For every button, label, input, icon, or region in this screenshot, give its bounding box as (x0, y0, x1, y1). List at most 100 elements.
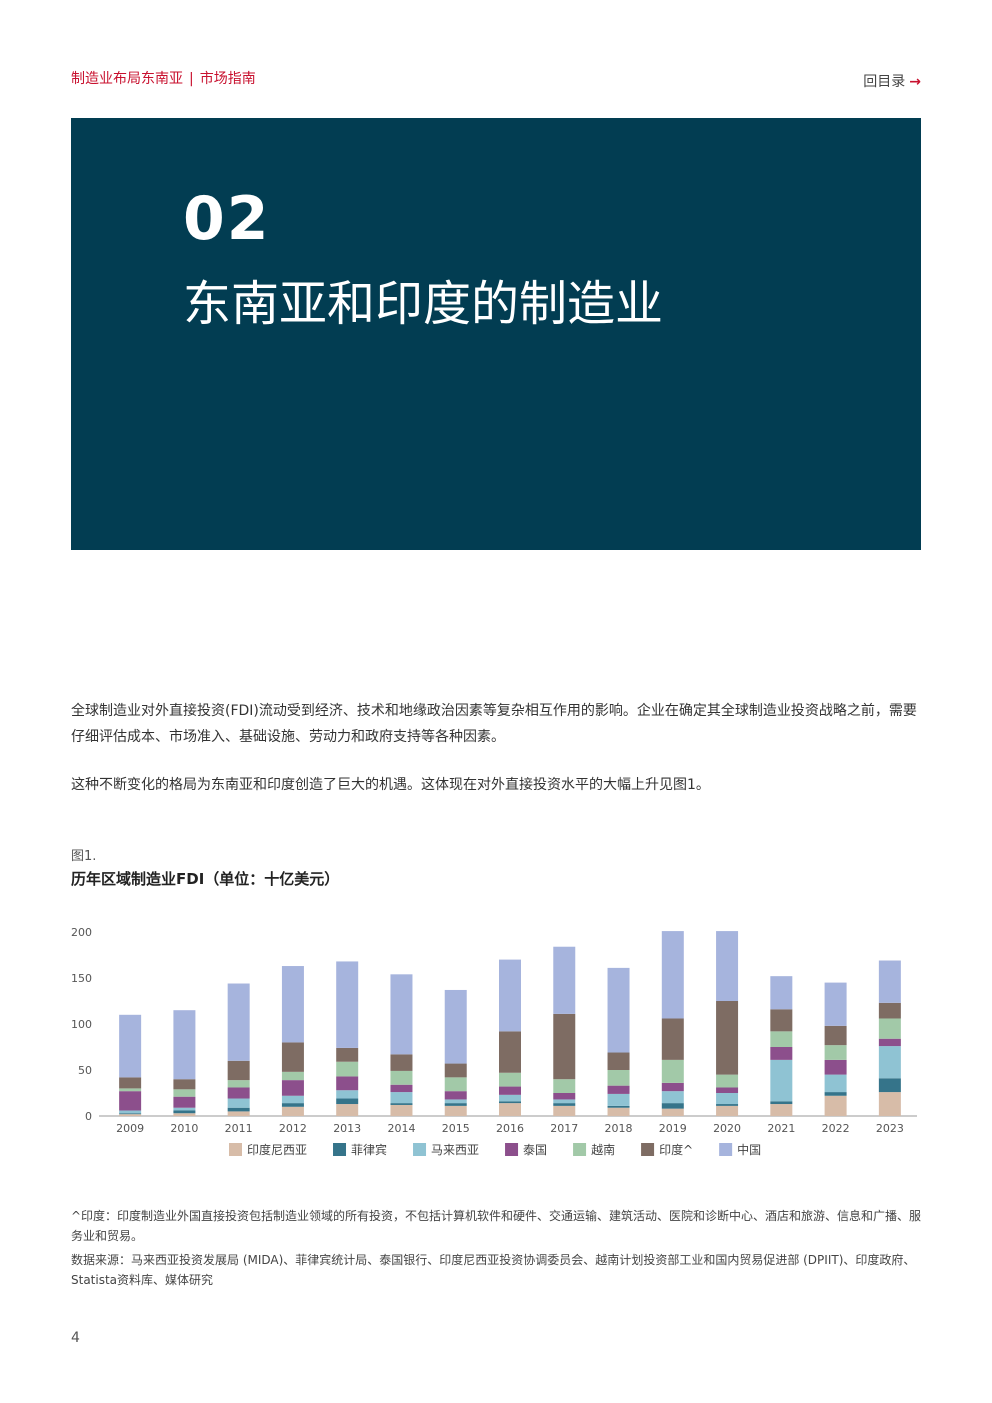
legend-swatch (229, 1143, 242, 1156)
legend-swatch (333, 1143, 347, 1156)
bar-segment (281, 1106, 304, 1116)
bar-segment (119, 1077, 142, 1089)
page-number: 4 (71, 1330, 80, 1346)
x-tick-label: 2020 (713, 1122, 741, 1135)
bar-segment (878, 1046, 901, 1079)
bar-segment (499, 1101, 521, 1104)
bar-segment (119, 1088, 142, 1092)
legend-label: 越南 (591, 1142, 615, 1157)
bar-segment (390, 1054, 413, 1071)
x-tick-label: 2023 (876, 1122, 904, 1135)
bar-segment (227, 1060, 250, 1081)
legend-label: 中国 (737, 1142, 761, 1157)
bar-segment (227, 983, 250, 1061)
bar-segment (824, 982, 847, 1026)
x-tick-label: 2022 (822, 1122, 850, 1135)
x-tick-label: 2011 (225, 1122, 253, 1135)
bar-segment (119, 1114, 142, 1116)
bar-segment (770, 1031, 793, 1047)
bar-segment (661, 1108, 684, 1116)
legend-label: 印度^ (659, 1142, 693, 1157)
bar-segment (336, 1090, 359, 1099)
y-tick-label: 50 (78, 1064, 92, 1077)
bar-segment (661, 1082, 684, 1092)
legend-swatch (505, 1143, 519, 1156)
bar-segment (390, 1103, 413, 1105)
bar-segment (824, 1045, 847, 1060)
bar-segment (878, 960, 901, 1003)
bar-segment (553, 1103, 576, 1106)
bar-segment (607, 1070, 630, 1086)
bar-segment (281, 966, 304, 1043)
legend-label: 马来西亚 (431, 1143, 479, 1157)
bar-segment (390, 1092, 413, 1104)
arrow-right-icon: → (909, 74, 921, 90)
chapter-number: 02 (183, 184, 271, 254)
bar-segment (553, 1105, 576, 1116)
bar-segment (499, 1072, 521, 1087)
legend-label: 泰国 (523, 1143, 547, 1157)
bar-segment (607, 1093, 630, 1106)
bar-segment (661, 1091, 684, 1104)
x-tick-label: 2009 (116, 1122, 144, 1135)
bar-segment (661, 1059, 684, 1083)
bar-segment (878, 1092, 901, 1116)
bar-segment (336, 1047, 359, 1062)
x-tick-label: 2021 (767, 1122, 795, 1135)
x-tick-label: 2014 (387, 1122, 415, 1135)
legend-label: 菲律宾 (351, 1142, 387, 1157)
bar-segment (227, 1098, 250, 1108)
bar-segment (281, 1080, 304, 1096)
x-tick-label: 2019 (659, 1122, 687, 1135)
bar-segment (444, 1091, 467, 1100)
x-tick-label: 2016 (496, 1122, 524, 1135)
figure-title: 历年区域制造业FDI（单位：十亿美元） (71, 870, 340, 888)
bar-segment (716, 1001, 739, 1075)
bar-segment (553, 1093, 576, 1100)
bar-segment (499, 1086, 521, 1095)
bar-segment (824, 1059, 847, 1075)
bar-segment (878, 1078, 901, 1093)
legend-swatch (573, 1143, 587, 1156)
bar-segment (336, 1098, 359, 1105)
bar-segment (716, 1105, 739, 1116)
bar-segment (824, 1092, 847, 1096)
y-tick-label: 0 (85, 1110, 92, 1123)
bar-segment (336, 1076, 359, 1091)
chapter-title: 东南亚和印度的制造业 (183, 276, 664, 332)
bar-segment (444, 1077, 467, 1092)
bar-segment (281, 1095, 304, 1104)
x-tick-label: 2015 (442, 1122, 470, 1135)
bar-segment (770, 1104, 793, 1116)
bar-segment (661, 1018, 684, 1060)
bar-segment (119, 1091, 142, 1111)
bar-segment (336, 1104, 359, 1116)
bar-segment (390, 1104, 413, 1116)
bar-segment (770, 976, 793, 1010)
legend-swatch (413, 1143, 427, 1156)
bar-segment (553, 1079, 576, 1093)
data-source-note: 数据来源：马来西亚投资发展局 (MIDA)、菲律宾统计局、泰国银行、印度尼西亚投… (71, 1253, 916, 1287)
bar-segment (878, 1018, 901, 1039)
bar-segment (336, 1061, 359, 1077)
bar-segment (444, 989, 467, 1064)
x-tick-label: 2017 (550, 1122, 578, 1135)
bar-segment (607, 1052, 630, 1070)
bar-segment (173, 1107, 196, 1111)
body-paragraph-1: 全球制造业对外直接投资(FDI)流动受到经济、技术和地缘政治因素等复杂相互作用的… (71, 703, 917, 745)
bar-segment (770, 1059, 793, 1102)
bar-segment (281, 1071, 304, 1081)
figure-label: 图1. (71, 849, 97, 864)
report-title: 制造业布局东南亚 (71, 71, 183, 87)
chapter-hero-banner: 02 东南亚和印度的制造业 (71, 118, 921, 550)
section-title: 市场指南 (199, 71, 256, 87)
bar-segment (824, 1095, 847, 1116)
bar-segment (716, 1104, 739, 1106)
legend-label: 印度尼西亚 (247, 1142, 307, 1157)
back-to-toc-link[interactable]: 回目录 → (863, 71, 921, 91)
x-tick-label: 2018 (605, 1122, 633, 1135)
bar-segment (336, 961, 359, 1048)
bar-segment (878, 1038, 901, 1047)
header-divider: | (189, 71, 194, 87)
india-footnote: ^印度：印度制造业外国直接投资包括制造业领域的所有投资，不包括计算机软件和硬件、… (71, 1209, 922, 1243)
